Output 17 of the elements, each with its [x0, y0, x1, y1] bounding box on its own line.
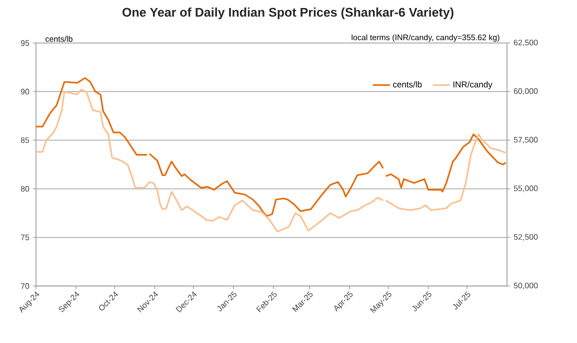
y-axis-title: cents/lb — [46, 36, 72, 42]
y2-tick-label: 55,000 — [514, 185, 538, 192]
y2-tick-label: 57,500 — [514, 136, 538, 144]
legend-label: INR/candy — [453, 81, 492, 90]
y-tick-label: 70 — [20, 283, 30, 289]
y-tick-label: 85 — [20, 137, 30, 144]
chart-title: One Year of Daily Indian Spot Prices (Shankar-6 Variety) — [122, 8, 454, 20]
y2-tick-label: 50,000 — [514, 282, 538, 290]
y-tick-label: 80 — [20, 186, 30, 192]
y2-axis-title: local terms (INR/candy, candy=355.62 kg) — [352, 34, 500, 42]
y-tick-label: 90 — [20, 88, 30, 94]
legend-label: cents/lb — [393, 81, 422, 88]
y2-tick-label: 52,500 — [514, 234, 538, 241]
y2-tick-label: 62,500 — [514, 40, 538, 46]
y-tick-label: 95 — [20, 40, 30, 46]
y2-tick-label: 60,000 — [514, 88, 538, 95]
y-tick-label: 75 — [20, 234, 30, 240]
